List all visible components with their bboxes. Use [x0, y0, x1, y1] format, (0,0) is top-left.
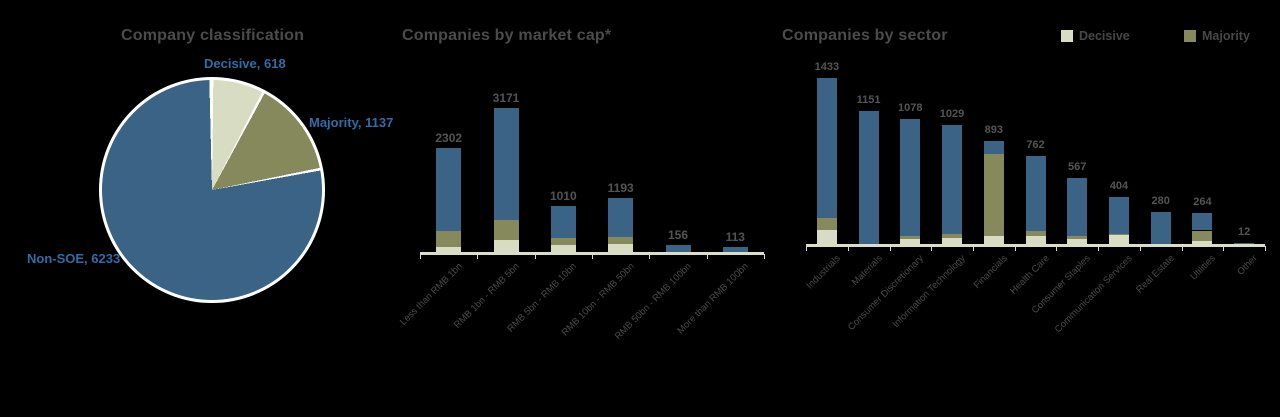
bar-segment-majority — [493, 220, 519, 240]
market-cap-chart-title: Companies by market cap* — [402, 27, 612, 44]
legend-item-majority: Majority — [1184, 29, 1250, 43]
bar-value-label: 1078 — [898, 102, 923, 115]
bar-segment-decisive — [493, 240, 519, 252]
decisive-swatch-icon — [1061, 30, 1073, 42]
x-axis-category-label: RMB 50bn - RMB 100bn — [612, 261, 694, 342]
bar-value-label: 762 — [1026, 138, 1045, 151]
legend-label-decisive: Decisive — [1079, 29, 1130, 43]
bar-segment-non-soe — [608, 197, 634, 237]
axis-tick — [1265, 246, 1266, 251]
x-axis-line — [806, 244, 1265, 247]
bar-value-label: 1433 — [814, 61, 840, 74]
axis-tick — [972, 246, 974, 251]
sector-chart-title: Companies by sector — [782, 27, 948, 44]
bar-segment-decisive — [1067, 239, 1088, 244]
axis-tick — [931, 246, 933, 251]
bar-segment-non-soe — [665, 244, 691, 252]
bar-segment-non-soe — [1192, 213, 1213, 231]
bar-segment-majority — [942, 233, 962, 238]
bar-value-label: 404 — [1109, 180, 1129, 193]
axis-tick — [1098, 246, 1100, 251]
bar-value-label: 567 — [1068, 161, 1087, 174]
bar-value-label: 2302 — [435, 130, 463, 145]
bar-segment-non-soe — [722, 246, 748, 252]
bar-segment-majority — [436, 231, 462, 247]
pie-label-majority: Majority, 1137 — [309, 115, 394, 130]
bar-segment-majority — [550, 238, 576, 245]
bar-segment-majority — [1067, 236, 1088, 239]
bar-segment-decisive — [816, 229, 837, 244]
bar-segment-majority — [816, 217, 837, 230]
x-axis-category-label: RMB 1bn - RMB 5bn — [452, 261, 522, 331]
bar-segment-non-soe — [816, 78, 837, 218]
pie-label-decisive: Decisive, 618 — [204, 56, 286, 71]
bar-value-label: 264 — [1193, 196, 1212, 209]
axis-tick — [889, 246, 891, 251]
x-axis-category-label: RMB 10bn - RMB 50bn — [559, 261, 637, 339]
bar-segment-majority — [1025, 231, 1046, 236]
bar-value-label: 1029 — [939, 107, 965, 120]
axis-tick — [592, 254, 593, 259]
bar-segment-majority — [1109, 233, 1129, 235]
bar-segment-decisive — [942, 238, 962, 244]
legend-label-majority: Majority — [1202, 29, 1250, 43]
bar-segment-decisive — [1025, 235, 1046, 244]
market-cap-bar-chart: 2302 Less than RMB 1bn 3171 RMB 1bn - RMB 5… — [398, 0, 800, 417]
axis-tick — [534, 254, 536, 259]
axis-tick — [420, 254, 421, 259]
axis-tick — [806, 246, 807, 251]
company-classification-pie — [99, 77, 325, 303]
majority-swatch-icon — [1184, 30, 1196, 42]
legend-item-decisive: Decisive — [1061, 29, 1130, 43]
x-axis-category-label: Less than RMB 1bn — [397, 261, 465, 328]
bar-value-label: 280 — [1151, 194, 1170, 207]
bar-value-label: 12 — [1237, 225, 1251, 238]
axis-tick — [649, 254, 651, 259]
bar-segment-non-soe — [1109, 197, 1129, 234]
bar-value-label: 3171 — [492, 91, 520, 105]
axis-tick — [706, 254, 708, 259]
sector-bar-chart: 1433 Industrials 1151 Materials 1078 Consumer… — [804, 0, 1280, 417]
bar-segment-non-soe — [550, 206, 576, 238]
axis-tick — [477, 254, 479, 259]
axis-tick — [1139, 246, 1141, 251]
bar-value-label: 1193 — [607, 180, 634, 195]
bar-value-label: 893 — [984, 123, 1003, 136]
bar-segment-decisive — [550, 245, 576, 252]
bar-segment-majority — [608, 237, 634, 244]
bar-segment-decisive — [1109, 234, 1129, 244]
bar-value-label: 113 — [725, 229, 745, 244]
bar-segment-non-soe — [858, 110, 879, 244]
bar-segment-non-soe — [942, 124, 962, 234]
bar-segment-non-soe — [1025, 155, 1046, 232]
bar-segment-non-soe — [1067, 178, 1088, 236]
bar-segment-non-soe — [436, 147, 462, 231]
bar-value-label: 1151 — [856, 93, 881, 106]
axis-tick — [764, 254, 765, 259]
bar-segment-non-soe — [983, 140, 1004, 155]
bar-segment-decisive — [436, 247, 462, 252]
axis-tick — [847, 246, 849, 251]
bar-segment-decisive — [608, 244, 634, 252]
bar-value-label: 156 — [667, 227, 689, 242]
axis-tick — [1014, 246, 1016, 251]
bar-value-label: 1010 — [549, 189, 577, 204]
axis-tick — [1056, 246, 1058, 251]
bar-segment-decisive — [900, 239, 921, 244]
axis-tick — [1223, 246, 1225, 251]
axis-tick — [1181, 246, 1183, 251]
bar-segment-non-soe — [1150, 211, 1171, 244]
bar-segment-majority — [1192, 230, 1213, 241]
bar-segment-non-soe — [493, 108, 519, 220]
bar-segment-decisive — [983, 235, 1004, 244]
bar-segment-decisive — [1192, 240, 1213, 244]
pie-chart-title: Company classification — [121, 27, 305, 44]
bar-segment-non-soe — [1234, 242, 1255, 244]
x-axis-category-label: RMB 5bn - RMB 10bn — [505, 261, 580, 335]
bar-segment-non-soe — [900, 119, 921, 236]
bar-segment-majority — [900, 236, 921, 239]
x-axis-line — [420, 252, 764, 255]
pie-label-non-soe: Non-SOE, 6233 — [27, 251, 121, 266]
bar-segment-majority — [983, 154, 1004, 236]
